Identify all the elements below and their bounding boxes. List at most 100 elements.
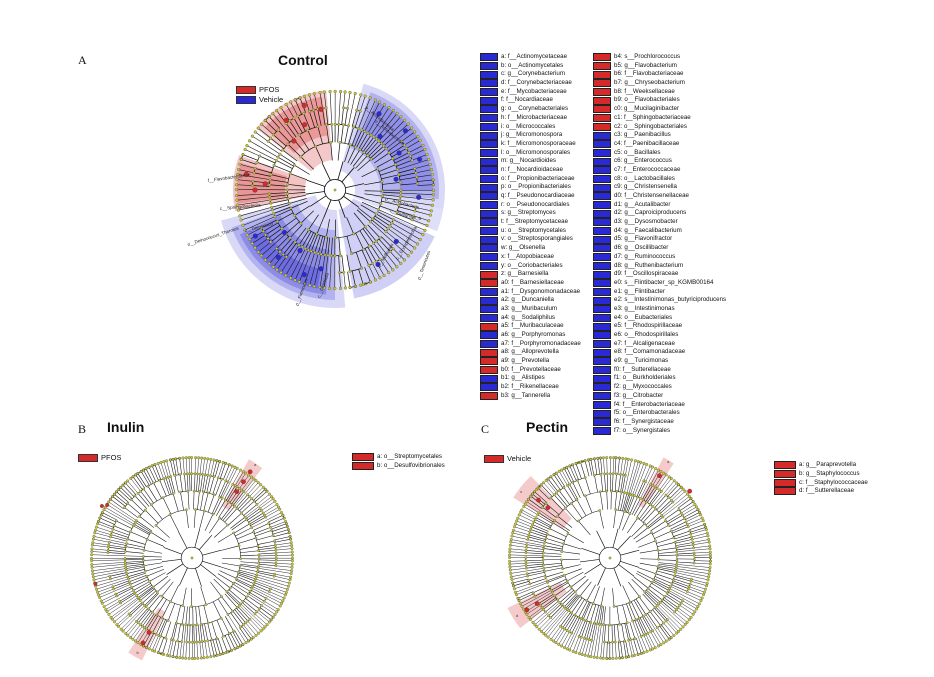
branch-line (327, 237, 331, 256)
branch-line (91, 563, 126, 568)
taxon-swatch (593, 392, 611, 401)
taxon-node (164, 476, 168, 480)
branch-line (101, 593, 116, 602)
branch-line (303, 113, 311, 130)
taxon-node (260, 122, 264, 126)
taxon-swatch (480, 244, 498, 253)
taxon-swatch (480, 357, 498, 366)
branch-line (580, 461, 586, 478)
taxon-node (235, 198, 239, 202)
taxon-node (268, 195, 272, 199)
branch-line (642, 508, 656, 523)
branch-line (640, 506, 654, 521)
taxon-node (290, 569, 294, 573)
taxon-node (512, 584, 515, 588)
taxon-node (708, 544, 712, 548)
inulin-taxa-list: a: o__Streptomycetales b: o__Desulfovibri… (352, 453, 445, 471)
taxon-node (276, 128, 280, 132)
taxon-node (376, 167, 380, 171)
branch-line (510, 568, 544, 574)
branch-line (124, 507, 139, 519)
branch-line (620, 549, 640, 556)
taxon-node (90, 563, 94, 566)
taxon-node (410, 126, 414, 130)
taxon-node (166, 619, 170, 622)
root-node (190, 556, 194, 560)
branch-line (194, 528, 201, 548)
branch-line (677, 498, 692, 509)
branch-line (525, 559, 544, 562)
taxon-swatch (593, 331, 611, 340)
taxon-node (542, 632, 546, 635)
taxon-entry: e: f__Mycobacteriaceae (480, 88, 581, 97)
branch-line (632, 620, 645, 653)
branch-line (224, 484, 234, 500)
taxon-node (556, 598, 560, 602)
branch-line (245, 508, 261, 519)
taxon-node (168, 513, 172, 516)
taxon-node (255, 610, 259, 614)
taxon-node (359, 283, 363, 287)
taxon-node (653, 646, 657, 650)
taxon-node (280, 511, 284, 514)
branch-line (235, 527, 252, 537)
taxon-node (589, 458, 593, 461)
branch-line (236, 179, 253, 182)
taxon-node (549, 475, 553, 479)
branch-line (249, 140, 279, 158)
branch-line (255, 168, 272, 174)
taxon-node (184, 623, 188, 626)
taxon-node (342, 270, 346, 274)
branch-line (269, 251, 281, 264)
branch-line (646, 589, 661, 603)
taxon-node (563, 646, 566, 649)
taxon-node (333, 89, 337, 93)
taxon-node (237, 544, 241, 548)
taxon-node (276, 155, 280, 159)
branch-line (543, 555, 562, 557)
branch-line (264, 120, 277, 132)
taxon-node (243, 147, 247, 152)
branch-line (289, 198, 307, 204)
clade-letter: a (254, 462, 257, 467)
taxon-node (427, 157, 431, 162)
branch-line (618, 491, 622, 511)
taxon-node (674, 571, 677, 574)
branch-line (554, 494, 566, 508)
branch-line (633, 600, 644, 617)
branch-line (556, 473, 566, 487)
branch-line (343, 195, 360, 208)
branch-line (290, 101, 299, 117)
taxon-node (525, 572, 529, 576)
branch-line (674, 536, 692, 542)
taxon-entry: d2: g__Caproiciproducens (593, 209, 726, 218)
branch-line (582, 602, 591, 620)
branch-arc (651, 532, 659, 560)
taxon-node (515, 519, 519, 523)
branch-line (545, 609, 568, 636)
branch-line (691, 532, 708, 538)
branch-line (375, 241, 398, 267)
taxon-node (627, 638, 630, 642)
branch-line (534, 519, 551, 528)
branch-line (140, 471, 150, 486)
branch-line (510, 541, 527, 545)
taxon-node (556, 514, 560, 518)
taxon-node (583, 494, 587, 498)
taxon-label: a8: g__Alloprevotella (501, 348, 559, 356)
branch-line (98, 588, 114, 596)
taxon-swatch (480, 148, 498, 157)
branch-line (533, 585, 550, 593)
taxon-swatch (593, 357, 611, 366)
taxon-entry: c5: o__Bacillales (593, 149, 726, 158)
branch-line (590, 623, 598, 657)
taxon-node (267, 115, 271, 118)
branch-line (350, 149, 361, 165)
taxon-node (90, 553, 94, 557)
taxon-node (183, 472, 186, 476)
taxon-swatch (593, 366, 611, 375)
branch-line (513, 530, 530, 536)
taxon-node (527, 615, 531, 619)
branch-line (532, 611, 546, 623)
branch-line (206, 475, 211, 493)
